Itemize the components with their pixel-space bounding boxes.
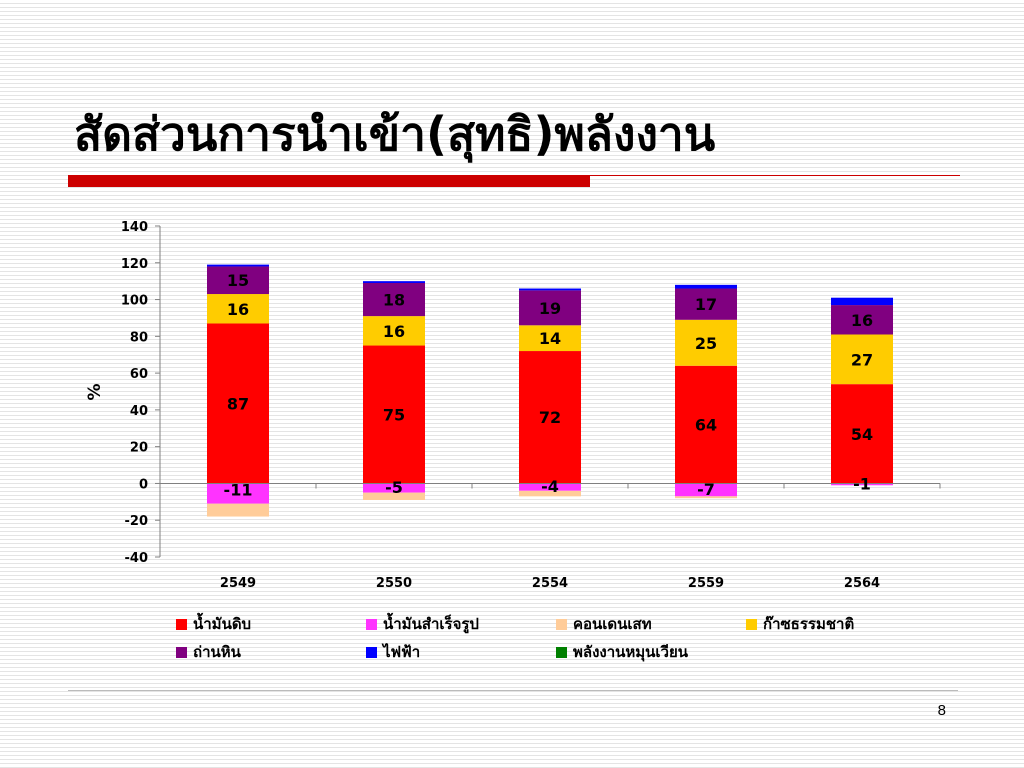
- legend-swatch: [556, 646, 567, 658]
- chart-legend: น้ำมันดิบ น้ำมันสำเร็จรูป คอนเดนเสท ก๊าซธรร…: [176, 612, 936, 664]
- bar-segment-2550-s2: [363, 492, 425, 500]
- data-label-2564-s3: 27: [851, 350, 873, 369]
- bar-segment-2554-s3: [519, 325, 581, 352]
- y-tick-label: 140: [121, 220, 148, 235]
- data-label-2549-s3: 16: [227, 300, 249, 319]
- bar-segment-2554-s4: [519, 290, 581, 326]
- y-tick-label: 120: [121, 257, 148, 272]
- bar-segment-2549-s0: [207, 323, 269, 484]
- legend-label: คอนเดนเสท: [573, 615, 652, 633]
- data-label-2554-s4: 19: [539, 299, 561, 318]
- y-tick-label: 60: [130, 367, 148, 382]
- legend-item: ก๊าซธรรมชาติ: [746, 612, 936, 636]
- data-label-2550-s0: 75: [383, 405, 405, 424]
- bar-segment-2549-s5: [207, 264, 269, 267]
- data-label-2554-s0: 72: [539, 408, 561, 427]
- data-label-2549-s0: 87: [227, 394, 249, 413]
- bar-segment-2559-s0: [675, 365, 737, 484]
- legend-label: น้ำมันดิบ: [193, 615, 252, 633]
- bar-segment-2554-s1: [519, 483, 581, 491]
- bar-segment-2549-s4: [207, 266, 269, 295]
- bar-segment-2559-s5: [675, 284, 737, 289]
- bar-segment-2549-s1: [207, 483, 269, 504]
- data-label-2559-s4: 17: [695, 295, 717, 314]
- y-tick-label: 20: [130, 441, 148, 456]
- y-tick-label: 0: [139, 477, 148, 492]
- title-underline-thin: [590, 175, 960, 176]
- legend-label: น้ำมันสำเร็จรูป: [383, 615, 479, 633]
- data-label-2550-s4: 18: [383, 291, 405, 310]
- y-tick-label: 40: [130, 404, 148, 419]
- bar-segment-2564-s4: [831, 305, 893, 335]
- legend-swatch: [556, 618, 567, 630]
- bar-segment-2550-s4: [363, 283, 425, 317]
- data-label-2550-s1: -5: [385, 478, 403, 497]
- bar-segment-2564-s3: [831, 334, 893, 385]
- legend-label: ถ่านหิน: [193, 643, 241, 661]
- data-label-2564-s0: 54: [851, 425, 873, 444]
- y-tick-label: 80: [130, 330, 148, 345]
- data-label-2559-s1: -7: [697, 480, 715, 499]
- legend-swatch: [176, 618, 187, 630]
- bar-segment-2550-s0: [363, 345, 425, 484]
- data-label-2559-s0: 64: [695, 416, 717, 435]
- y-tick-label: -40: [125, 551, 149, 566]
- data-label-2554-s3: 14: [539, 329, 561, 348]
- legend-item: น้ำมันสำเร็จรูป: [366, 612, 556, 636]
- title-underline-bar: [68, 175, 590, 187]
- bar-segment-2564-s1: [831, 483, 893, 486]
- y-axis-title: %: [85, 383, 105, 400]
- bar-segment-2550-s3: [363, 316, 425, 346]
- legend-swatch: [746, 618, 757, 630]
- bar-segment-2554-s2: [519, 490, 581, 497]
- bar-segment-2554-s0: [519, 351, 581, 484]
- bar-segment-2559-s3: [675, 319, 737, 366]
- legend-item: ไฟฟ้า: [366, 640, 556, 664]
- bar-segment-2549-s2: [207, 503, 269, 517]
- bar-segment-2559-s1: [675, 483, 737, 497]
- legend-label: ก๊าซธรรมชาติ: [763, 615, 855, 633]
- bar-segment-2559-s2: [675, 496, 737, 499]
- data-label-2564-s4: 16: [851, 311, 873, 330]
- legend-swatch: [176, 646, 187, 658]
- legend-item: พลังงานหมุนเวียน: [556, 640, 746, 664]
- x-category-label: 2550: [376, 576, 412, 591]
- y-tick-label: 100: [121, 294, 148, 309]
- bottom-divider: [68, 690, 958, 691]
- data-label-2550-s3: 16: [383, 322, 405, 341]
- x-category-label: 2549: [220, 576, 256, 591]
- bar-segment-2554-s5: [519, 288, 581, 291]
- legend-label: ไฟฟ้า: [383, 643, 421, 661]
- bar-segment-2550-s1: [363, 483, 425, 493]
- x-category-label: 2564: [844, 576, 880, 591]
- bar-segment-2550-s5: [363, 281, 425, 284]
- bar-segment-2549-s3: [207, 294, 269, 324]
- bar-segment-2564-s0: [831, 384, 893, 484]
- legend-item: คอนเดนเสท: [556, 612, 746, 636]
- data-label-2549-s1: -11: [224, 480, 253, 499]
- legend-swatch: [366, 646, 377, 658]
- slide-title: สัดส่วนการนำเข้า(สุทธิ)พลังงาน: [74, 107, 716, 161]
- data-label-2554-s1: -4: [541, 477, 559, 496]
- x-category-label: 2554: [532, 576, 568, 591]
- data-label-2564-s1: -1: [853, 474, 871, 493]
- page-number: 8: [937, 702, 946, 719]
- y-tick-label: -20: [125, 514, 149, 529]
- legend-label: พลังงานหมุนเวียน: [573, 643, 689, 661]
- legend-item: น้ำมันดิบ: [176, 612, 366, 636]
- legend-swatch: [366, 618, 377, 630]
- legend-item: ถ่านหิน: [176, 640, 366, 664]
- data-label-2559-s3: 25: [695, 334, 717, 353]
- bar-segment-2559-s4: [675, 288, 737, 320]
- data-label-2549-s4: 15: [227, 271, 249, 290]
- x-category-label: 2559: [688, 576, 724, 591]
- bar-segment-2564-s5: [831, 297, 893, 306]
